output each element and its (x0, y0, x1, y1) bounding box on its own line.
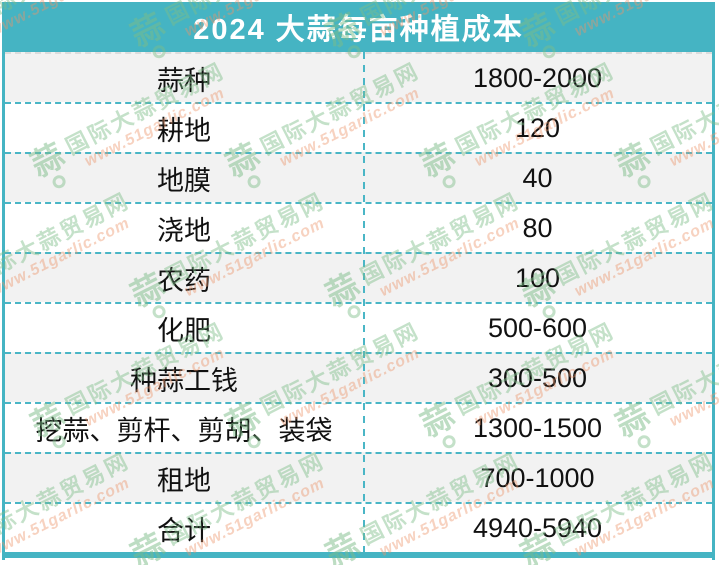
cost-item-label: 种蒜工钱 (130, 365, 238, 396)
table-row: 挖蒜、剪杆、剪胡、装袋 1300-1500 (5, 402, 712, 452)
cost-item-label: 地膜 (157, 165, 211, 196)
cost-item-label: 农药 (157, 265, 211, 296)
cost-item-label: 蒜种 (157, 65, 211, 96)
cost-item-value: 1300-1500 (472, 412, 603, 443)
table-row: 浇地 80 (5, 202, 712, 252)
cost-item-label: 耕地 (157, 115, 211, 146)
cost-item-value: 1800-2000 (472, 62, 603, 93)
cost-item-value: 700-1000 (480, 462, 595, 493)
table-row: 地膜 40 (5, 152, 712, 202)
table-row: 租地 700-1000 (5, 452, 712, 502)
table-row: 农药 100 (5, 252, 712, 302)
table-row: 种蒜工钱 300-500 (5, 352, 712, 402)
table-row: 合计 4940-5940 (5, 502, 712, 552)
cost-item-label: 租地 (157, 465, 211, 496)
table-row: 耕地 120 (5, 102, 712, 152)
cost-item-value: 500-600 (487, 312, 588, 343)
cost-item-label: 化肥 (157, 315, 211, 346)
cost-item-value: 4940-5940 (472, 512, 603, 543)
table-title: 2024 大蒜每亩种植成本 (193, 14, 524, 46)
table-bottom-border (5, 552, 712, 558)
table-frame: 2024 大蒜每亩种植成本 蒜种 1800-2000 耕地 120 地膜 40 … (2, 2, 715, 560)
cost-item-value: 100 (514, 262, 561, 293)
cost-item-label: 挖蒜、剪杆、剪胡、装袋 (35, 415, 333, 446)
cost-item-value: 300-500 (487, 362, 588, 393)
cost-item-value: 120 (514, 112, 561, 143)
cost-item-label: 合计 (157, 515, 211, 546)
table-body: 蒜种 1800-2000 耕地 120 地膜 40 浇地 80 农药 100 化… (5, 52, 712, 552)
cost-item-value: 80 (522, 212, 553, 243)
column-divider (363, 52, 365, 552)
cost-item-label: 浇地 (157, 215, 211, 246)
table-row: 蒜种 1800-2000 (5, 52, 712, 102)
cost-item-value: 40 (522, 162, 553, 193)
table-header: 2024 大蒜每亩种植成本 (5, 2, 712, 52)
table-row: 化肥 500-600 (5, 302, 712, 352)
